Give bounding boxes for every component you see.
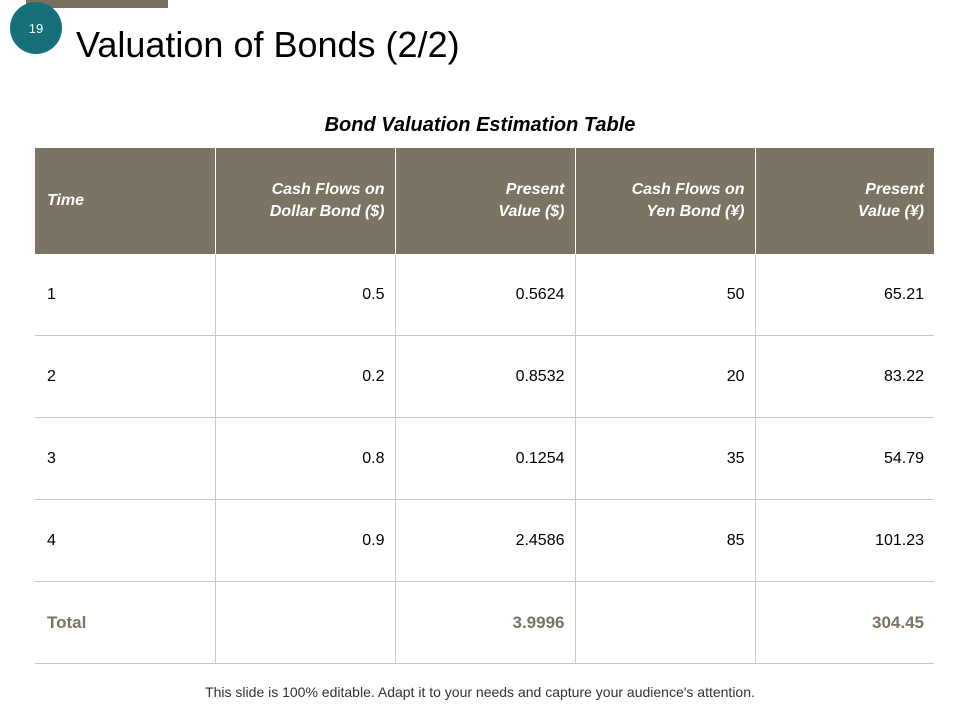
cell-time: 2 — [35, 335, 216, 418]
cell-time: 3 — [35, 417, 216, 500]
table-total-row: Total 3.9996 304.45 — [35, 581, 934, 664]
header-dollar-cash-flows: Cash Flows on Dollar Bond ($) — [215, 148, 396, 254]
cell-yen-present-value: 101.23 — [755, 499, 934, 582]
slide-number-badge: 19 — [10, 2, 62, 54]
cell-dollar-cash-flow: 0.8 — [215, 417, 396, 500]
cell-time: 4 — [35, 499, 216, 582]
footer-note: This slide is 100% editable. Adapt it to… — [205, 684, 755, 700]
cell-dollar-present-value: 0.8532 — [395, 335, 576, 418]
cell-yen-cash-flow: 50 — [575, 254, 756, 336]
bond-valuation-table: Time Cash Flows on Dollar Bond ($) Prese… — [35, 148, 934, 664]
header-yen-present-value: Present Value (¥) — [755, 148, 934, 254]
table-row: 4 0.9 2.4586 85 101.23 — [35, 499, 934, 582]
cell-time: 1 — [35, 254, 216, 336]
total-dollar-present-value: 3.9996 — [395, 581, 576, 664]
cell-dollar-present-value: 2.4586 — [395, 499, 576, 582]
table-header-row: Time Cash Flows on Dollar Bond ($) Prese… — [35, 148, 934, 254]
cell-dollar-present-value: 0.1254 — [395, 417, 576, 500]
top-accent-bar — [26, 0, 168, 8]
slide-number: 19 — [28, 20, 44, 36]
header-time: Time — [35, 148, 216, 254]
table-row: 2 0.2 0.8532 20 83.22 — [35, 335, 934, 418]
cell-yen-cash-flow: 85 — [575, 499, 756, 582]
cell-yen-present-value: 54.79 — [755, 417, 934, 500]
table-caption: Bond Valuation Estimation Table — [324, 114, 636, 136]
cell-dollar-present-value: 0.5624 — [395, 254, 576, 336]
cell-yen-cash-flow: 20 — [575, 335, 756, 418]
cell-dollar-cash-flow: 0.2 — [215, 335, 396, 418]
total-label: Total — [35, 581, 216, 664]
cell-yen-present-value: 65.21 — [755, 254, 934, 336]
slide-title: Valuation of Bonds (2/2) — [76, 24, 460, 65]
total-dollar-cash-flow — [215, 581, 396, 664]
total-yen-cash-flow — [575, 581, 756, 664]
header-yen-cash-flows: Cash Flows on Yen Bond (¥) — [575, 148, 756, 254]
cell-dollar-cash-flow: 0.5 — [215, 254, 396, 336]
total-yen-present-value: 304.45 — [755, 581, 934, 664]
header-dollar-present-value: Present Value ($) — [395, 148, 576, 254]
cell-yen-present-value: 83.22 — [755, 335, 934, 418]
cell-yen-cash-flow: 35 — [575, 417, 756, 500]
table-row: 3 0.8 0.1254 35 54.79 — [35, 417, 934, 500]
table-row: 1 0.5 0.5624 50 65.21 — [35, 254, 934, 336]
cell-dollar-cash-flow: 0.9 — [215, 499, 396, 582]
